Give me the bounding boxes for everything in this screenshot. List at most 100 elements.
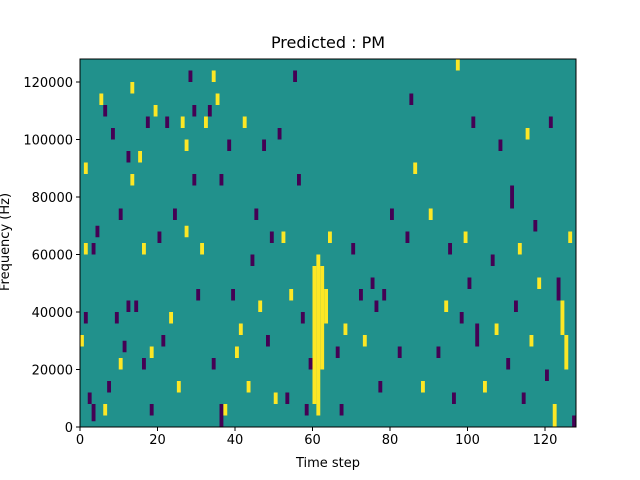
heatmap-cell (242, 116, 247, 128)
heatmap-cell (312, 266, 317, 404)
heatmap-cell (184, 139, 189, 151)
heatmap-cell (107, 381, 112, 393)
heatmap-cell (405, 231, 410, 243)
heatmap-cell (91, 243, 96, 255)
heatmap-cell (153, 105, 158, 117)
x-tick-label: 0 (76, 433, 84, 448)
heatmap-cell (266, 335, 270, 347)
heatmap-cell (207, 105, 212, 117)
heatmap-cell (161, 335, 166, 347)
heatmap-cell (196, 289, 201, 301)
heatmap-cell (122, 340, 127, 353)
heatmap-cell (351, 243, 356, 255)
heatmap-cell (165, 116, 170, 128)
heatmap-cell (370, 277, 375, 289)
heatmap-cell (169, 312, 174, 324)
heatmap-cell (297, 174, 301, 186)
heatmap-cell (498, 139, 503, 151)
x-tick-label: 100 (455, 433, 480, 448)
heatmap-cell (455, 59, 460, 71)
heatmap-cell (145, 116, 150, 128)
heatmap-cell (149, 404, 154, 416)
x-tick-label: 20 (149, 433, 166, 448)
heatmap-cell (111, 128, 115, 140)
plot-frame (79, 58, 577, 428)
y-tick-label: 20000 (32, 364, 73, 379)
heatmap-cell (545, 369, 549, 381)
heatmap-cell (409, 93, 414, 105)
heatmap-cell (463, 231, 468, 243)
heatmap-cell (250, 254, 255, 266)
x-tick-label: 120 (533, 433, 558, 448)
heatmap-cell (118, 208, 123, 220)
heatmap-cell (258, 300, 263, 312)
heatmap-cell (568, 231, 573, 243)
y-tick-label: 100000 (23, 134, 73, 149)
heatmap-cell (548, 116, 553, 128)
y-tick-label: 80000 (32, 191, 73, 206)
heatmap-cell (483, 381, 487, 393)
heatmap-cell (227, 139, 232, 151)
heatmap-cell (537, 277, 542, 289)
heatmap-cell (142, 358, 146, 370)
heatmap-cell (397, 346, 402, 358)
heatmap-cell (506, 358, 511, 370)
chart-title: Predicted : PM (271, 33, 385, 52)
x-tick-label: 60 (304, 433, 321, 448)
heatmap-cell (219, 404, 224, 427)
heatmap-cell (188, 70, 193, 82)
y-axis: 0 20000 40000 60000 80000 100000 120000 (23, 76, 80, 436)
heatmap-cell (335, 346, 340, 358)
heatmap-cell (514, 300, 518, 312)
heatmap-cell (83, 243, 88, 255)
heatmap-cell (223, 404, 228, 416)
heatmap-cell (138, 151, 143, 163)
heatmap-cell (273, 392, 278, 404)
heatmap-cell (452, 392, 456, 404)
heatmap-cell (304, 404, 309, 416)
heatmap-cell (192, 174, 197, 186)
heatmap-cell (285, 392, 290, 404)
heatmap-cell (459, 312, 464, 324)
heatmap-cell (235, 346, 239, 358)
y-tick-label: 60000 (32, 249, 73, 264)
heatmap-cell (413, 162, 418, 174)
x-axis: 0 20 40 60 80 100 120 (76, 427, 558, 448)
plot-area (79, 58, 577, 428)
heatmap-cell (444, 300, 449, 312)
heatmap-cell (324, 289, 329, 324)
heatmap-cell (184, 225, 189, 238)
y-tick-label: 40000 (32, 306, 73, 321)
heatmap-cell (362, 335, 367, 347)
heatmap-cell (436, 346, 441, 358)
heatmap-cell (211, 70, 216, 82)
heatmap-cell (533, 220, 538, 232)
heatmap-cell (269, 231, 274, 243)
heatmap-cell (219, 174, 224, 186)
heatmap-cell (114, 312, 119, 324)
heatmap-cell (180, 116, 185, 128)
heatmap-cell (556, 277, 561, 301)
x-tick-label: 40 (227, 433, 244, 448)
heatmap-cell (529, 335, 534, 347)
heatmap-cell (99, 93, 104, 105)
heatmap-cell (215, 93, 220, 105)
heatmap-cell (103, 105, 108, 117)
heatmap-cell (339, 404, 344, 416)
heatmap-cell (142, 243, 146, 255)
heatmap-cell (130, 174, 135, 186)
heatmap-cell (281, 231, 286, 243)
heatmap-cell (328, 231, 332, 243)
heatmap-cell (80, 335, 84, 347)
heatmap-cell (246, 381, 251, 393)
heatmap-cell (510, 185, 515, 209)
heatmap-cell (277, 128, 282, 140)
heatmap-cell (374, 300, 379, 312)
y-axis-label: Frequency (Hz) (0, 193, 13, 291)
heatmap-cell (475, 323, 480, 347)
heatmap-cell (300, 312, 305, 324)
heatmap-cell (289, 289, 294, 301)
heatmap-cell (471, 116, 476, 128)
heatmap-cell (126, 151, 131, 163)
